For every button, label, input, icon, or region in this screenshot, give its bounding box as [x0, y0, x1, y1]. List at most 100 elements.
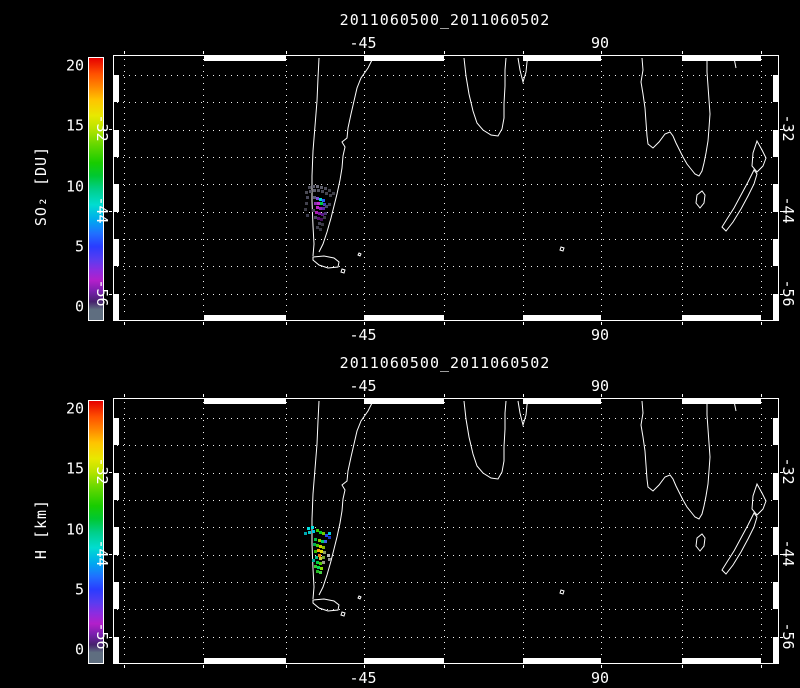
plume-pixel — [319, 557, 322, 560]
plume-pixel — [328, 536, 331, 539]
plume-pixel — [316, 570, 319, 573]
plume-pixel — [319, 198, 322, 201]
coastline-path — [318, 400, 374, 596]
lat-tick-mark — [780, 554, 783, 555]
lon-tick-mark — [124, 394, 125, 397]
lon-tick-mark — [601, 665, 602, 668]
lon-tick-mark — [523, 51, 524, 54]
lon-tick-mark — [523, 665, 524, 668]
coastline-path — [695, 533, 706, 552]
lon-gridline — [364, 402, 365, 660]
border-segment-top — [364, 399, 444, 404]
plume-pixel — [312, 530, 315, 533]
lon-tick-mark — [761, 322, 762, 325]
lat-tick-label: -56 — [93, 622, 111, 650]
border-segment-bottom — [364, 658, 444, 663]
plume-pixel-layer — [114, 56, 778, 320]
border-segment-bottom — [523, 658, 601, 663]
lat-gridline — [117, 473, 775, 474]
lat-tick-mark — [780, 211, 783, 212]
plume-pixel — [314, 202, 317, 205]
lon-gridline — [444, 59, 445, 317]
plume-pixel — [328, 189, 331, 192]
plume-pixel — [314, 216, 317, 219]
lat-tick-label: -56 — [779, 279, 797, 307]
border-segment-top — [682, 56, 761, 61]
lon-gridline — [601, 402, 602, 660]
plume-pixel — [322, 556, 325, 559]
lat-tick-mark — [780, 294, 783, 295]
colorbar-tick-label: 15 — [65, 459, 84, 478]
border-segment-right — [773, 184, 778, 212]
plume-pixel — [328, 203, 331, 206]
lon-tick-mark — [286, 322, 287, 325]
plume-pixel — [315, 556, 318, 559]
lon-tick-label: 90 — [590, 377, 610, 395]
lat-gridline — [117, 418, 775, 419]
lat-gridline — [117, 445, 775, 446]
map-gridlines — [114, 56, 778, 320]
plume-pixel — [318, 212, 321, 215]
coastlines-map — [311, 57, 767, 274]
lon-tick-label: -45 — [349, 326, 377, 344]
coastline-path — [751, 482, 767, 516]
lon-gridline — [286, 59, 287, 317]
plume-pixel — [316, 561, 319, 564]
lon-tick-label: -45 — [349, 669, 377, 687]
lon-tick-mark — [203, 51, 204, 54]
coastline-path — [695, 190, 706, 209]
border-segment-left — [114, 582, 119, 609]
frame-border-ticks — [109, 51, 783, 325]
lat-tick-label: -32 — [779, 114, 797, 142]
plume-pixel-layer — [114, 399, 778, 663]
lat-tick-mark — [109, 554, 112, 555]
colorbar-tick-label: 15 — [65, 116, 84, 135]
map-frame — [109, 394, 783, 668]
plume-pixel — [314, 550, 317, 553]
colorbar-tick-labels: 0 5 10 15 20 — [40, 57, 84, 319]
lon-tick-mark — [761, 394, 762, 397]
border-segment-bottom — [682, 315, 761, 320]
plume-pixel — [324, 540, 327, 543]
plume-pixel — [313, 196, 316, 199]
lon-tick-label: 90 — [590, 326, 610, 344]
panel-title: 2011060500_2011060502 — [339, 11, 551, 29]
lon-tick-label: 90 — [590, 669, 610, 687]
lon-tick-mark — [364, 51, 365, 54]
coastline-path — [357, 252, 362, 257]
coastline-path — [463, 400, 507, 480]
lon-tick-mark — [364, 665, 365, 668]
lat-tick-label: -56 — [779, 622, 797, 650]
plume-pixel — [318, 554, 321, 557]
lat-tick-mark — [109, 129, 112, 130]
plume-pixel — [322, 207, 325, 210]
lon-gridline — [364, 59, 365, 317]
border-segment-bottom — [364, 315, 444, 320]
plume-pixel — [321, 213, 324, 216]
panel-height-map: 2011060500_2011060502 H [km] 0 5 10 15 20 -4… — [0, 343, 800, 688]
plume-pixel — [313, 189, 316, 192]
lat-gridline — [117, 294, 775, 295]
plume-pixel — [321, 190, 324, 193]
lon-tick-mark — [761, 51, 762, 54]
coastline-path — [311, 400, 320, 600]
lon-gridline — [444, 402, 445, 660]
colorbar-tick-label: 10 — [65, 520, 84, 539]
coastlines-map — [311, 400, 767, 617]
plume-pixel — [304, 208, 307, 211]
lat-gridline — [117, 582, 775, 583]
border-segment-bottom — [204, 315, 286, 320]
lat-tick-mark — [109, 211, 112, 212]
plume-pixel — [317, 549, 320, 552]
frame-border-ticks — [109, 394, 783, 668]
lon-tick-mark — [682, 51, 683, 54]
plume-pixel — [316, 206, 319, 209]
lon-tick-mark — [523, 322, 524, 325]
plume-pixel — [321, 223, 324, 226]
plume-pixel — [319, 571, 322, 574]
lat-gridline — [117, 212, 775, 213]
lat-gridline — [117, 500, 775, 501]
lon-tick-mark — [601, 322, 602, 325]
border-segment-top — [364, 56, 444, 61]
plume-pixel — [327, 554, 330, 557]
